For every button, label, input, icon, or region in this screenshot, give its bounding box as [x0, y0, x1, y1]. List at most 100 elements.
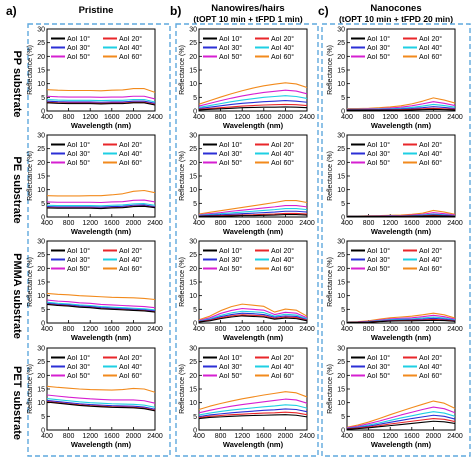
legend-label: AoI 20° — [119, 247, 142, 255]
legend-label: AoI 30° — [367, 150, 390, 158]
y-tick-label: 25 — [189, 359, 197, 366]
y-tick-label: 10 — [37, 81, 45, 88]
series-line-aoi30 — [46, 399, 156, 410]
legend-label: AoI 10° — [219, 247, 242, 255]
legend-label: AoI 50° — [67, 53, 90, 61]
legend-label: AoI 20° — [271, 247, 294, 255]
column-letter-c: c) — [318, 4, 329, 18]
column-title-pristine: Pristine — [79, 5, 114, 16]
legend-label: AoI 10° — [367, 247, 390, 255]
x-tick-label: 1600 — [404, 114, 420, 121]
y-tick-label: 20 — [189, 266, 197, 273]
legend-label: AoI 50° — [367, 159, 390, 167]
panel: 0 5 10 15 20 25 30 400 800 1200 1600 2000 2400 Wavele… — [179, 133, 315, 237]
row-label-pmma: PMMA substrate — [11, 253, 23, 339]
x-axis-label: Wavelength (nm) — [223, 440, 284, 449]
y-tick-label: 20 — [189, 373, 197, 380]
y-tick-label: 20 — [37, 373, 45, 380]
x-tick-label: 1200 — [234, 326, 250, 333]
legend-label: AoI 30° — [67, 256, 90, 264]
legend-label: AoI 40° — [119, 256, 142, 264]
panel: 0 5 10 15 20 25 30 400 800 1200 1600 2000 2400 Wavele… — [27, 27, 163, 131]
x-tick-label: 800 — [363, 326, 375, 333]
series-line-aoi10 — [347, 319, 456, 324]
legend-label: AoI 40° — [119, 150, 142, 158]
legend-label: AoI 10° — [367, 141, 390, 149]
legend-label: AoI 50° — [67, 159, 90, 167]
series-line-aoi60 — [198, 200, 308, 215]
row-label-pe: PE substrate — [11, 156, 23, 223]
x-tick-label: 800 — [63, 433, 75, 440]
series-line-aoi20 — [198, 411, 308, 419]
series-line-aoi30 — [46, 100, 156, 104]
series-line-aoi40 — [46, 301, 156, 311]
x-tick-label: 1200 — [382, 433, 398, 440]
x-axis-label: Wavelength (nm) — [371, 333, 432, 342]
y-tick-label: 30 — [189, 133, 197, 140]
legend-label: AoI 30° — [67, 363, 90, 371]
series-line-aoi60 — [46, 385, 156, 393]
series-line-aoi40 — [46, 98, 156, 103]
legend-label: AoI 60° — [271, 53, 294, 61]
legend-label: AoI 20° — [119, 35, 142, 43]
x-tick-label: 2000 — [278, 326, 294, 333]
y-tick-label: 10 — [37, 187, 45, 194]
series-line-aoi60 — [46, 292, 156, 301]
legend-label: AoI 20° — [271, 354, 294, 362]
y-tick-label: 30 — [337, 239, 345, 246]
y-tick-label: 15 — [189, 387, 197, 394]
y-axis-label: Reflectance (%) — [179, 364, 186, 414]
legend-label: AoI 40° — [119, 44, 142, 52]
x-axis-label: Wavelength (nm) — [371, 440, 432, 449]
x-tick-label: 2400 — [147, 326, 163, 333]
column-letter-a: a) — [6, 4, 17, 18]
legend-label: AoI 60° — [119, 372, 142, 380]
legend-label: AoI 40° — [419, 363, 442, 371]
x-tick-label: 400 — [41, 114, 53, 121]
y-tick-label: 0 — [193, 215, 197, 222]
legend-label: AoI 10° — [67, 141, 90, 149]
legend-label: AoI 10° — [367, 354, 390, 362]
legend-label: AoI 30° — [367, 44, 390, 52]
y-tick-label: 15 — [189, 174, 197, 181]
y-tick-label: 15 — [337, 68, 345, 75]
y-tick-label: 20 — [37, 160, 45, 167]
legend-label: AoI 60° — [419, 159, 442, 167]
y-axis-label: Reflectance (%) — [327, 151, 334, 201]
column-frame-0 — [27, 23, 171, 457]
series-line-aoi30 — [198, 210, 308, 217]
legend-label: AoI 10° — [67, 247, 90, 255]
y-tick-label: 25 — [189, 252, 197, 259]
y-tick-label: 30 — [337, 27, 345, 34]
x-tick-label: 800 — [215, 220, 227, 227]
legend-label: AoI 40° — [419, 256, 442, 264]
legend-label: AoI 30° — [367, 256, 390, 264]
y-tick-label: 0 — [193, 109, 197, 116]
y-tick-label: 0 — [341, 215, 345, 222]
panel: 0 5 10 15 20 25 30 400 800 1200 1600 2000 2400 Wavele… — [179, 239, 315, 343]
legend-label: AoI 60° — [271, 372, 294, 380]
y-tick-label: 10 — [189, 293, 197, 300]
series-line-aoi10 — [46, 303, 156, 313]
series-line-aoi60 — [198, 391, 308, 411]
x-tick-label: 1600 — [256, 220, 272, 227]
y-tick-label: 30 — [189, 27, 197, 34]
panel: 0 5 10 15 20 25 30 400 800 1200 1600 2000 2400 Wavele… — [27, 239, 163, 343]
x-axis-label: Wavelength (nm) — [223, 121, 284, 130]
legend-label: AoI 20° — [419, 141, 442, 149]
series-line-aoi50 — [198, 398, 308, 414]
y-tick-label: 10 — [189, 400, 197, 407]
panel: 0 5 10 15 20 25 30 400 800 1200 1600 2000 2400 Wavele… — [327, 239, 463, 343]
series-line-aoi60 — [346, 400, 456, 428]
legend-label: AoI 10° — [67, 35, 90, 43]
series-line-aoi50 — [198, 89, 308, 107]
x-tick-label: 1600 — [104, 433, 120, 440]
legend-label: AoI 30° — [367, 363, 390, 371]
x-tick-label: 800 — [215, 114, 227, 121]
series-line-aoi50 — [46, 394, 156, 404]
y-tick-label: 0 — [193, 321, 197, 328]
x-tick-label: 2000 — [126, 220, 142, 227]
y-tick-label: 20 — [337, 373, 345, 380]
y-tick-label: 15 — [337, 280, 345, 287]
y-tick-label: 10 — [337, 400, 345, 407]
